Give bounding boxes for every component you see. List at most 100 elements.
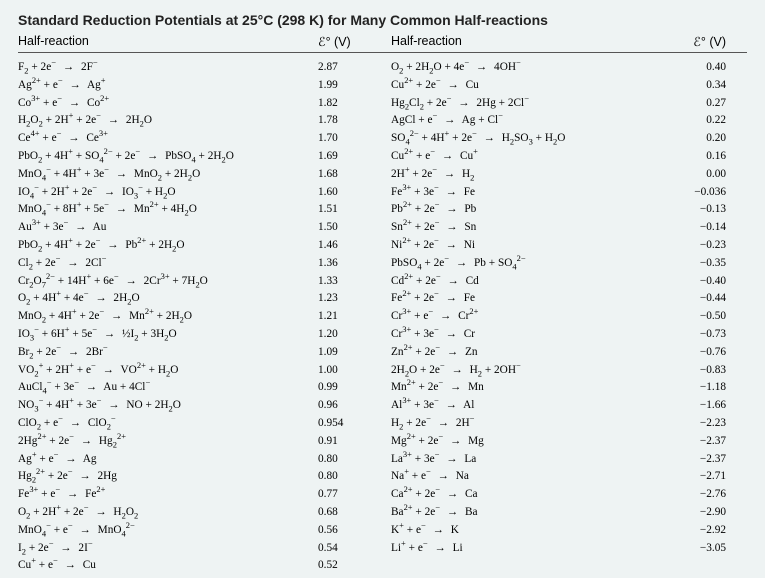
table-row: PbO2 + 4H+ + 2e− → Pb2+ + 2H2O1.46Ni2+ +… [18, 237, 747, 255]
reaction-cell: H2O2 + 2H+ + 2e− → 2H2O [18, 112, 318, 130]
potential-cell: 0.54 [318, 540, 373, 558]
potential-cell: −2.76 [671, 486, 726, 504]
potential-cell: −2.71 [671, 468, 726, 486]
table-row: Fe3+ + e− → Fe2+0.77Ca2+ + 2e− → Ca−2.76 [18, 486, 747, 504]
potential-cell: −2.37 [671, 433, 726, 451]
table-row: Ag+ + e− → Ag0.80La3+ + 3e− → La−2.37 [18, 451, 747, 469]
reaction-cell: Mg2+ + 2e− → Mg [391, 433, 671, 451]
potential-cell: −0.83 [671, 362, 726, 380]
potential-cell: 0.96 [318, 397, 373, 415]
potential-cell: 1.68 [318, 166, 373, 184]
potential-cell: 1.36 [318, 255, 373, 273]
potential-cell: 0.80 [318, 468, 373, 486]
potential-cell: 1.23 [318, 290, 373, 308]
table-row: O2 + 4H+ + 4e− → 2H2O1.23Fe2+ + 2e− → Fe… [18, 290, 747, 308]
potential-cell: 1.99 [318, 77, 373, 95]
reaction-cell: Cr3+ + e− → Cr2+ [391, 308, 671, 326]
reaction-cell: Ba2+ + 2e− → Ba [391, 504, 671, 522]
table-row: MnO4− + e− → MnO42−0.56K+ + e− → K−2.92 [18, 522, 747, 540]
table-row: MnO4− + 4H+ + 3e− → MnO2 + 2H2O1.68 2H+ +… [18, 166, 747, 184]
reaction-cell [391, 557, 671, 575]
potential-cell: 1.09 [318, 344, 373, 362]
potential-cell: 1.78 [318, 112, 373, 130]
potential-cell: 1.20 [318, 326, 373, 344]
potential-cell: 0.20 [671, 130, 726, 148]
table-row: H2O2 + 2H+ + 2e− → 2H2O1.78 AgCl + e− → A… [18, 112, 747, 130]
header-potential-left: ℰ° (V) [318, 34, 373, 49]
potential-cell: 0.16 [671, 148, 726, 166]
reaction-cell: Ni2+ + 2e− → Ni [391, 237, 671, 255]
table-row: Au3+ + 3e− → Au1.50Sn2+ + 2e− → Sn−0.14 [18, 219, 747, 237]
potential-cell: −2.37 [671, 451, 726, 469]
potential-cell: 1.70 [318, 130, 373, 148]
reaction-cell: Li+ + e− → Li [391, 540, 671, 558]
potential-cell: −0.13 [671, 201, 726, 219]
reaction-cell: PbO2 + 4H+ + SO42− + 2e− → PbSO4 + 2H2O [18, 148, 318, 166]
table-row: F2 + 2e− → 2F−2.87O2 + 2H2O + 4e− → 4OH−… [18, 59, 747, 77]
reaction-cell: IO3− + 6H+ + 5e− → ½I2 + 3H2O [18, 326, 318, 344]
potential-cell: 1.82 [318, 95, 373, 113]
header-reaction-right: Half-reaction [391, 34, 671, 49]
reaction-cell: K+ + e− → K [391, 522, 671, 540]
reaction-cell: MnO4− + e− → MnO42− [18, 522, 318, 540]
potential-cell: −0.76 [671, 344, 726, 362]
reaction-cell: NO3− + 4H+ + 3e− → NO + 2H2O [18, 397, 318, 415]
potential-cell: 2.87 [318, 59, 373, 77]
table-row: PbO2 + 4H+ + SO42− + 2e− → PbSO4 + 2H2O1… [18, 148, 747, 166]
potential-cell: −0.50 [671, 308, 726, 326]
reaction-cell: Co3+ + e− → Co2+ [18, 95, 318, 113]
potential-cell: 0.34 [671, 77, 726, 95]
reaction-cell: O2 + 2H+ + 2e− → H2O2 [18, 504, 318, 522]
table-row: IO4− + 2H+ + 2e− → IO3− + H2O1.60Fe3+ + … [18, 184, 747, 202]
reaction-cell: La3+ + 3e− → La [391, 451, 671, 469]
reaction-cell: Cr2O72− + 14H+ + 6e− → 2Cr3+ + 7H2O [18, 273, 318, 291]
table-row: NO3− + 4H+ + 3e− → NO + 2H2O0.96Al3+ + 3… [18, 397, 747, 415]
reaction-cell: Cu+ + e− → Cu [18, 557, 318, 575]
table-row: Ce4+ + e− → Ce3+1.70SO42− + 4H+ + 2e− → … [18, 130, 747, 148]
reaction-cell: Fe3+ + 3e− → Fe [391, 184, 671, 202]
potential-cell: 1.51 [318, 201, 373, 219]
reaction-cell: Fe3+ + e− → Fe2+ [18, 486, 318, 504]
reaction-cell: 2H2O + 2e− → H2 + 2OH− [391, 362, 671, 380]
potential-cell: 1.69 [318, 148, 373, 166]
potential-cell: −0.14 [671, 219, 726, 237]
reaction-cell: Cd2+ + 2e− → Cd [391, 273, 671, 291]
table-row: I2 + 2e− → 2I−0.54Li+ + e− → Li−3.05 [18, 540, 747, 558]
potential-cell: 0.68 [318, 504, 373, 522]
table-header: Half-reaction ℰ° (V) Half-reaction ℰ° (V… [18, 34, 747, 53]
potential-cell: 0.52 [318, 557, 373, 575]
potential-cell: 1.00 [318, 362, 373, 380]
potential-cell: −0.35 [671, 255, 726, 273]
reaction-cell: Na+ + e− → Na [391, 468, 671, 486]
reaction-cell: Ce4+ + e− → Ce3+ [18, 130, 318, 148]
reaction-cell: MnO4− + 4H+ + 3e− → MnO2 + 2H2O [18, 166, 318, 184]
table-row: IO3− + 6H+ + 5e− → ½I2 + 3H2O1.20Cr3+ + … [18, 326, 747, 344]
reaction-cell: PbO2 + 4H+ + 2e− → Pb2+ + 2H2O [18, 237, 318, 255]
potential-cell: 0.40 [671, 59, 726, 77]
reaction-cell: ClO2 + e− → ClO2− [18, 415, 318, 433]
potential-cell: −2.92 [671, 522, 726, 540]
potential-cell: −0.73 [671, 326, 726, 344]
reaction-cell: Sn2+ + 2e− → Sn [391, 219, 671, 237]
reaction-cell: Ag2+ + e− → Ag+ [18, 77, 318, 95]
table-row: ClO2 + e− → ClO2−0.954H2 + 2e− → 2H−−2.2… [18, 415, 747, 433]
potential-cell: −0.44 [671, 290, 726, 308]
table-row: AuCl4− + 3e− → Au + 4Cl−0.99Mn2+ + 2e− →… [18, 379, 747, 397]
potential-cell: 1.50 [318, 219, 373, 237]
reaction-cell: Br2 + 2e− → 2Br− [18, 344, 318, 362]
potential-cell: 0.27 [671, 95, 726, 113]
potential-cell: 0.99 [318, 379, 373, 397]
reaction-cell: Mn2+ + 2e− → Mn [391, 379, 671, 397]
table-row: Cr2O72− + 14H+ + 6e− → 2Cr3+ + 7H2O1.33C… [18, 273, 747, 291]
table-row: Hg22+ + 2e− → 2Hg0.80Na+ + e− → Na−2.71 [18, 468, 747, 486]
potential-cell: 0.77 [318, 486, 373, 504]
table-title: Standard Reduction Potentials at 25°C (2… [18, 12, 747, 28]
potential-cell: 0.91 [318, 433, 373, 451]
reaction-cell: 2H+ + 2e− → H2 [391, 166, 671, 184]
reaction-cell: 2Hg2+ + 2e− → Hg22+ [18, 433, 318, 451]
reaction-cell: AgCl + e− → Ag + Cl− [391, 112, 671, 130]
table-row: MnO2 + 4H+ + 2e− → Mn2+ + 2H2O1.21Cr3+ +… [18, 308, 747, 326]
reaction-cell: Cu2+ + 2e− → Cu [391, 77, 671, 95]
potential-cell: 1.21 [318, 308, 373, 326]
header-reaction-left: Half-reaction [18, 34, 318, 49]
